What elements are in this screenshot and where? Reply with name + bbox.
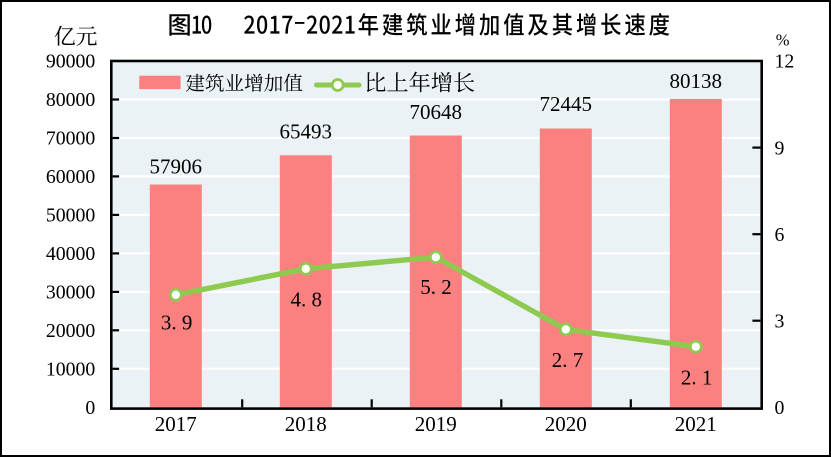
svg-text:0: 0 <box>85 397 95 419</box>
svg-text:40000: 40000 <box>46 243 96 265</box>
svg-text:72445: 72445 <box>540 92 593 116</box>
svg-text:57906: 57906 <box>150 155 203 179</box>
svg-text:3. 9: 3. 9 <box>161 311 193 335</box>
svg-text:2. 1: 2. 1 <box>681 365 713 389</box>
svg-text:70000: 70000 <box>46 128 96 150</box>
svg-text:2. 7: 2. 7 <box>552 348 584 372</box>
svg-text:65493: 65493 <box>280 120 333 144</box>
svg-text:4. 8: 4. 8 <box>290 288 322 312</box>
svg-text:2019: 2019 <box>415 412 457 436</box>
svg-text:0: 0 <box>775 397 785 419</box>
svg-text:2017: 2017 <box>155 412 197 436</box>
svg-text:80138: 80138 <box>670 69 723 93</box>
svg-text:80000: 80000 <box>46 89 96 111</box>
svg-text:10000: 10000 <box>46 359 96 381</box>
svg-text:60000: 60000 <box>46 166 96 188</box>
svg-text:50000: 50000 <box>46 205 96 227</box>
svg-text:12: 12 <box>775 51 795 73</box>
svg-text:2018: 2018 <box>285 412 327 436</box>
svg-text:3: 3 <box>775 310 785 332</box>
svg-text:30000: 30000 <box>46 282 96 304</box>
svg-text:2021: 2021 <box>675 412 717 436</box>
svg-text:2020: 2020 <box>545 412 587 436</box>
svg-text:20000: 20000 <box>46 320 96 342</box>
svg-text:%: % <box>776 30 790 49</box>
svg-text:70648: 70648 <box>410 100 463 124</box>
svg-text:9: 9 <box>775 137 785 159</box>
svg-text:90000: 90000 <box>46 51 96 73</box>
svg-text:6: 6 <box>775 224 785 246</box>
svg-text:5. 2: 5. 2 <box>420 275 452 299</box>
